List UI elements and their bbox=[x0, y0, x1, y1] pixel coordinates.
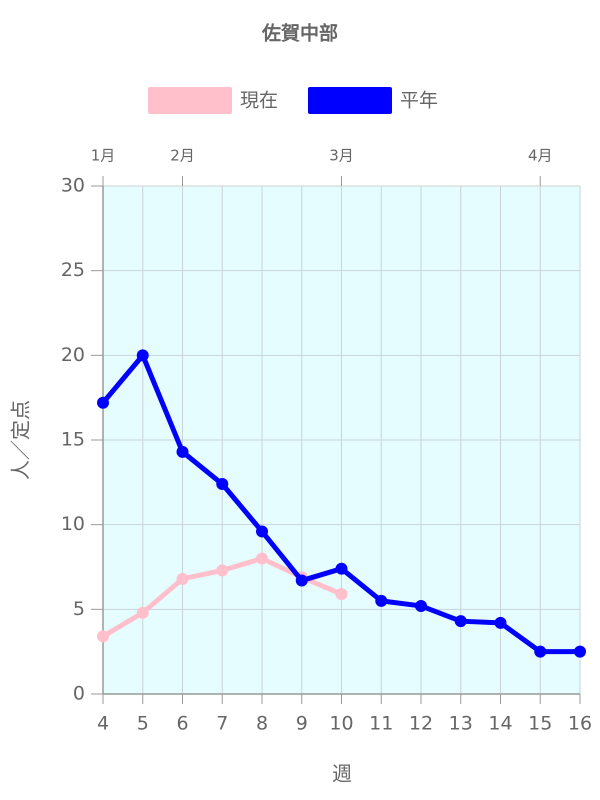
y-tick-label: 15 bbox=[61, 429, 85, 451]
legend-swatch bbox=[308, 87, 392, 114]
month-label: 2月 bbox=[170, 147, 195, 165]
data-point bbox=[534, 645, 547, 658]
x-tick-label: 15 bbox=[528, 713, 552, 735]
y-axis-label: 人／定点 bbox=[9, 400, 33, 480]
legend-swatch bbox=[148, 87, 232, 114]
y-tick-label: 5 bbox=[73, 598, 85, 620]
data-point bbox=[176, 445, 189, 458]
y-tick-label: 25 bbox=[61, 259, 85, 281]
x-tick-label: 7 bbox=[216, 713, 228, 735]
y-tick-label: 30 bbox=[61, 175, 85, 197]
data-point bbox=[136, 606, 149, 619]
data-point bbox=[97, 630, 109, 643]
x-tick-label: 16 bbox=[568, 713, 592, 735]
month-label: 1月 bbox=[91, 147, 116, 165]
data-point bbox=[136, 349, 149, 362]
chart-title: 佐賀中部 bbox=[261, 22, 338, 45]
x-tick-label: 8 bbox=[256, 713, 268, 735]
y-tick-label: 20 bbox=[61, 344, 85, 366]
x-tick-label: 14 bbox=[488, 713, 512, 735]
data-point bbox=[256, 525, 268, 538]
x-tick-label: 13 bbox=[449, 713, 473, 735]
data-point bbox=[295, 574, 308, 587]
x-tick-label: 5 bbox=[137, 713, 149, 735]
data-point bbox=[216, 564, 229, 577]
legend-label: 現在 bbox=[240, 90, 278, 112]
data-point bbox=[574, 645, 586, 658]
data-point bbox=[494, 616, 507, 629]
x-tick-label: 9 bbox=[296, 713, 308, 735]
x-tick-label: 12 bbox=[409, 713, 433, 735]
x-tick-label: 10 bbox=[329, 713, 353, 735]
data-point bbox=[415, 599, 427, 612]
data-point bbox=[375, 594, 388, 607]
y-tick-label: 10 bbox=[61, 513, 85, 535]
legend-label: 平年 bbox=[400, 90, 438, 112]
data-point bbox=[335, 588, 348, 601]
month-label: 3月 bbox=[329, 147, 354, 165]
data-point bbox=[216, 478, 229, 491]
data-point bbox=[256, 552, 268, 565]
x-tick-label: 4 bbox=[97, 713, 109, 735]
x-tick-label: 6 bbox=[176, 713, 188, 735]
y-tick-label: 0 bbox=[73, 683, 85, 705]
data-point bbox=[176, 572, 189, 585]
x-axis-label: 週 bbox=[332, 762, 352, 786]
x-tick-label: 11 bbox=[369, 713, 393, 735]
data-point bbox=[97, 396, 109, 409]
month-label: 4月 bbox=[528, 147, 553, 165]
data-point bbox=[454, 615, 467, 628]
data-point bbox=[335, 562, 348, 575]
